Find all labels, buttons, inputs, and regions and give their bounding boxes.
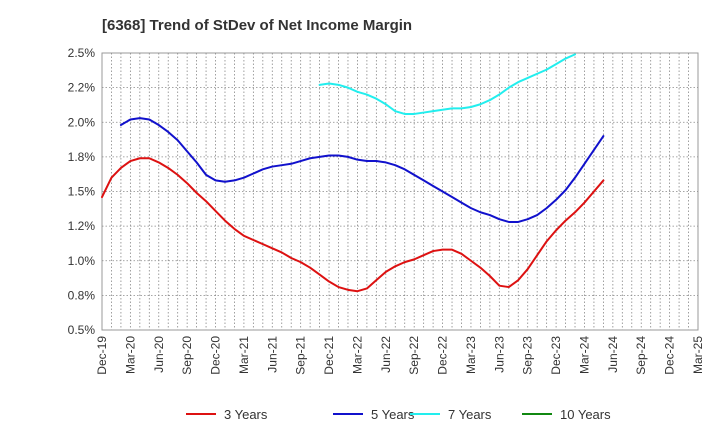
y-tick-label: 2.2% bbox=[68, 81, 96, 95]
x-tick-label: Sep-20 bbox=[180, 336, 194, 375]
legend-label: 5 Years bbox=[371, 407, 415, 422]
x-tick-label: Mar-25 bbox=[691, 336, 705, 374]
chart-title: [6368] Trend of StDev of Net Income Marg… bbox=[102, 17, 412, 34]
legend-label: 3 Years bbox=[224, 407, 268, 422]
y-axis: 0.5% 0.8% 1.0% 1.2% 1.5% 1.8% 2.0% 2.2% 2.5% bbox=[68, 46, 96, 337]
x-tick-label: Dec-23 bbox=[549, 336, 563, 375]
x-tick-label: Sep-22 bbox=[407, 336, 421, 375]
x-tick-label: Jun-24 bbox=[606, 336, 620, 373]
y-tick-label: 1.0% bbox=[68, 254, 96, 268]
y-tick-label: 0.8% bbox=[68, 288, 96, 302]
series-layer bbox=[101, 53, 605, 293]
x-tick-label: Jun-23 bbox=[492, 336, 506, 373]
x-tick-label: Dec-24 bbox=[663, 336, 677, 375]
x-axis: Dec-19 Mar-20 Jun-20 Sep-20 Dec-20 Mar-21 Jun-… bbox=[95, 336, 705, 375]
x-tick-label: Mar-22 bbox=[350, 336, 364, 374]
legend-label: 7 Years bbox=[448, 407, 492, 422]
x-tick-label: Mar-23 bbox=[464, 336, 478, 374]
y-tick-label: 1.2% bbox=[68, 219, 96, 233]
x-tick-label: Dec-21 bbox=[322, 336, 336, 375]
y-tick-label: 0.5% bbox=[68, 323, 96, 337]
x-tick-label: Sep-23 bbox=[521, 336, 535, 375]
x-tick-label: Mar-20 bbox=[123, 336, 137, 374]
y-tick-label: 1.8% bbox=[68, 150, 96, 164]
x-tick-label: Sep-24 bbox=[634, 336, 648, 375]
x-tick-label: Jun-22 bbox=[379, 336, 393, 373]
x-tick-label: Sep-21 bbox=[294, 336, 308, 375]
x-tick-label: Jun-20 bbox=[152, 336, 166, 373]
x-tick-label: Mar-24 bbox=[577, 336, 591, 374]
series-line-7-years bbox=[318, 53, 577, 115]
x-tick-label: Dec-20 bbox=[209, 336, 223, 375]
x-tick-label: Dec-22 bbox=[436, 336, 450, 375]
x-tick-label: Dec-19 bbox=[95, 336, 109, 375]
series-line-3-years bbox=[101, 157, 605, 293]
legend-label: 10 Years bbox=[560, 407, 611, 422]
series-line-5-years bbox=[119, 117, 605, 223]
x-tick-label: Jun-21 bbox=[265, 336, 279, 373]
y-tick-label: 1.5% bbox=[68, 185, 96, 199]
x-tick-label: Mar-21 bbox=[237, 336, 251, 374]
legend: 3 Years 5 Years 7 Years 10 Years bbox=[186, 407, 611, 422]
y-tick-label: 2.5% bbox=[68, 46, 96, 60]
y-tick-label: 2.0% bbox=[68, 115, 96, 129]
